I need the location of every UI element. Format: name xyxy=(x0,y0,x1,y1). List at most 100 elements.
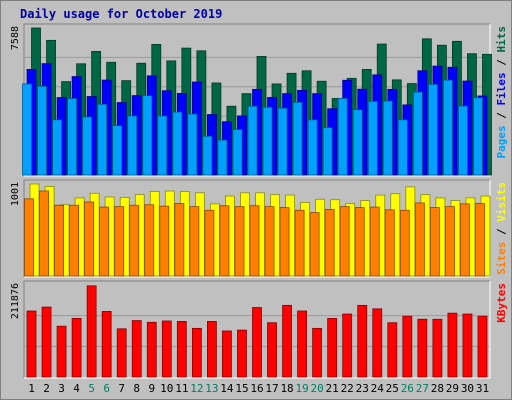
bar-pages-18 xyxy=(278,108,287,175)
bar-sites-21 xyxy=(325,209,334,276)
bar-kbytes-1 xyxy=(27,311,36,377)
panel-top: 7588 Pages / Files / Hits xyxy=(10,24,508,176)
panel-middle-legend: Sites / Visits xyxy=(495,182,508,275)
panel-top-max-label: 7588 xyxy=(10,26,21,50)
legend-text: KBytes xyxy=(495,283,508,323)
bar-kbytes-8 xyxy=(132,321,141,377)
bar-pages-21 xyxy=(323,128,332,175)
bar-kbytes-27 xyxy=(418,319,427,377)
panel-middle: 1001 Sites / Visits xyxy=(10,180,508,277)
bar-kbytes-9 xyxy=(147,322,156,377)
x-tick-label-10: 10 xyxy=(160,382,173,395)
x-tick-label-7: 7 xyxy=(118,382,125,395)
bar-sites-13 xyxy=(205,210,214,276)
x-tick-label-26: 26 xyxy=(401,382,414,395)
bar-sites-22 xyxy=(340,207,349,276)
bar-pages-2 xyxy=(38,86,47,175)
bar-sites-28 xyxy=(430,208,439,276)
bar-sites-7 xyxy=(115,207,124,276)
bar-kbytes-4 xyxy=(72,318,81,377)
legend-separator: / xyxy=(495,222,508,242)
bar-pages-1 xyxy=(23,84,32,175)
x-tick-label-15: 15 xyxy=(235,382,248,395)
x-tick-label-6: 6 xyxy=(103,382,110,395)
bar-pages-15 xyxy=(233,129,242,175)
x-tick-label-8: 8 xyxy=(133,382,140,395)
bar-sites-29 xyxy=(445,207,454,276)
chart-title: Daily usage for October 2019 xyxy=(20,7,222,21)
bar-sites-9 xyxy=(145,205,154,276)
bar-sites-14 xyxy=(220,206,229,276)
bar-pages-6 xyxy=(98,104,107,175)
x-tick-label-13: 13 xyxy=(205,382,218,395)
bar-pages-30 xyxy=(458,106,467,175)
bar-kbytes-14 xyxy=(222,331,231,377)
legend-item-hits: Hits xyxy=(495,26,508,53)
bar-sites-19 xyxy=(295,210,304,276)
bar-sites-20 xyxy=(310,213,319,276)
bar-kbytes-26 xyxy=(403,316,412,377)
bar-kbytes-6 xyxy=(102,311,111,377)
bar-sites-2 xyxy=(40,191,49,276)
bar-pages-5 xyxy=(83,117,92,175)
legend-text: Pages / Files / Hits xyxy=(495,26,508,159)
legend-item-pages: Pages xyxy=(495,125,508,158)
bar-kbytes-13 xyxy=(207,321,216,377)
bar-kbytes-30 xyxy=(463,314,472,377)
x-tick-label-23: 23 xyxy=(356,382,369,395)
bar-pages-12 xyxy=(188,114,197,175)
bar-pages-13 xyxy=(203,136,212,175)
bar-pages-3 xyxy=(53,120,62,175)
bar-kbytes-15 xyxy=(237,330,246,377)
x-tick-label-9: 9 xyxy=(148,382,155,395)
x-tick-label-31: 31 xyxy=(476,382,489,395)
bar-sites-18 xyxy=(280,208,289,276)
x-tick-label-28: 28 xyxy=(431,382,444,395)
bar-kbytes-24 xyxy=(373,309,382,377)
bar-kbytes-12 xyxy=(192,328,201,377)
bar-kbytes-3 xyxy=(57,326,66,377)
bar-kbytes-19 xyxy=(298,311,307,377)
bar-sites-6 xyxy=(100,207,109,276)
bar-sites-25 xyxy=(385,210,394,276)
bar-pages-24 xyxy=(368,101,377,175)
legend-item-visits: Visits xyxy=(495,182,508,222)
panel-middle-max-label: 1001 xyxy=(10,182,21,206)
bar-pages-29 xyxy=(443,80,452,175)
x-tick-label-16: 16 xyxy=(250,382,263,395)
bar-pages-31 xyxy=(473,98,482,175)
bar-pages-10 xyxy=(158,116,167,175)
bar-kbytes-11 xyxy=(177,321,186,377)
x-tick-label-27: 27 xyxy=(416,382,429,395)
bar-kbytes-21 xyxy=(328,318,337,377)
legend-item-files: Files xyxy=(495,72,508,105)
x-tick-label-1: 1 xyxy=(28,382,35,395)
panel-top-legend: Pages / Files / Hits xyxy=(495,26,508,159)
x-tick-label-11: 11 xyxy=(175,382,188,395)
x-tick-label-18: 18 xyxy=(280,382,293,395)
legend-item-kbytes: KBytes xyxy=(495,283,508,323)
bar-kbytes-16 xyxy=(253,308,262,377)
x-tick-label-4: 4 xyxy=(73,382,80,395)
bar-pages-22 xyxy=(338,98,347,175)
bar-pages-26 xyxy=(398,120,407,175)
legend-text: Sites / Visits xyxy=(495,182,508,275)
bar-kbytes-23 xyxy=(358,305,367,377)
x-tick-label-12: 12 xyxy=(190,382,203,395)
chart-panels: 7588 Pages / Files / Hits 1001 Sites / Visi… xyxy=(10,24,508,378)
bar-sites-10 xyxy=(160,206,169,276)
x-tick-label-21: 21 xyxy=(326,382,339,395)
bar-kbytes-29 xyxy=(448,313,457,377)
bar-sites-17 xyxy=(265,207,274,276)
bar-pages-27 xyxy=(413,92,422,175)
x-tick-label-30: 30 xyxy=(461,382,474,395)
bar-pages-4 xyxy=(68,98,77,175)
bar-kbytes-10 xyxy=(162,321,171,377)
bar-sites-31 xyxy=(475,203,484,276)
panel-bottom: 211876 KBytes xyxy=(10,281,508,378)
bar-sites-15 xyxy=(235,207,244,276)
bar-kbytes-28 xyxy=(433,319,442,377)
bar-sites-5 xyxy=(85,202,94,276)
